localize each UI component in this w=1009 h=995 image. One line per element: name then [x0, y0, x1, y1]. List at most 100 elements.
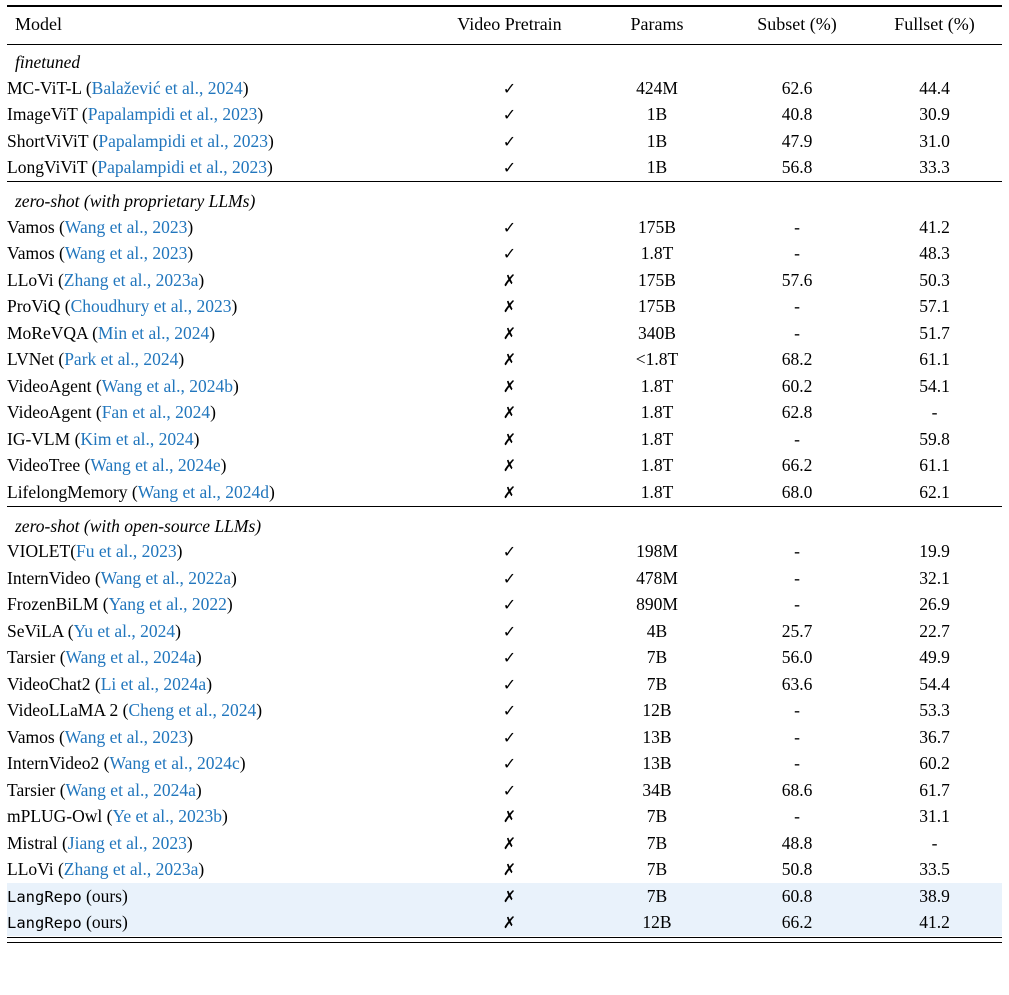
check-icon: ✓: [502, 244, 517, 264]
citation-link[interactable]: Wang et al., 2024a: [65, 647, 196, 668]
table-header: Model Video Pretrain Params Subset (%) F…: [7, 5, 1002, 45]
subset-cell: -: [794, 594, 800, 615]
model-cell: SeViLA (Yu et al., 2024): [7, 620, 181, 641]
citation-link[interactable]: Wang et al., 2024c: [109, 753, 240, 774]
citation-link[interactable]: Wang et al., 2023: [64, 726, 188, 747]
check-icon: ✓: [502, 701, 517, 721]
check-icon: ✓: [502, 158, 517, 178]
table-row: VideoChat2 (Li et al., 2024a) ✓ 7B 63.6 54.4: [7, 671, 1002, 698]
model-name: mPLUG-Owl: [7, 806, 103, 827]
params-cell: 1B: [646, 157, 668, 178]
citation-link[interactable]: Park et al., 2024: [64, 349, 179, 370]
table-row: Tarsier (Wang et al., 2024a) ✓ 34B 68.6 61.7: [7, 777, 1002, 804]
subset-cell: 56.8: [781, 157, 813, 178]
citation-link[interactable]: Balažević et al., 2024: [91, 77, 243, 98]
subset-cell: 56.0: [781, 647, 813, 668]
model-name: LVNet: [7, 349, 54, 370]
citation-link[interactable]: Wang et al., 2023: [64, 243, 188, 264]
citation-link[interactable]: Yu et al., 2024: [73, 620, 176, 641]
citation-link[interactable]: Choudhury et al., 2023: [70, 296, 232, 317]
params-cell: 1.8T: [640, 455, 674, 476]
citation-link[interactable]: Wang et al., 2022a: [100, 567, 232, 588]
fullset-cell: 36.7: [919, 726, 950, 747]
model-cell: ShortViViT (Papalampidi et al., 2023): [7, 130, 274, 151]
subset-cell: 63.6: [781, 673, 813, 694]
cross-icon: ✗: [502, 456, 517, 476]
params-cell: 7B: [587, 883, 727, 910]
model-cell: MC-ViT-L (Balažević et al., 2024): [7, 77, 249, 98]
model-cell: InternVideo (Wang et al., 2022a): [7, 567, 237, 588]
citation-link[interactable]: Wang et al., 2024b: [101, 375, 233, 396]
fullset-cell: 54.1: [919, 375, 950, 396]
table-row: VideoAgent (Wang et al., 2024b) ✗ 1.8T 60.2…: [7, 373, 1002, 400]
params-cell: 13B: [642, 726, 672, 747]
check-icon: ✓: [502, 568, 517, 588]
citation-link[interactable]: Fan et al., 2024: [101, 402, 211, 423]
table-row: LongViViT (Papalampidi et al., 2023) ✓ 1B 5…: [7, 155, 1002, 182]
citation-link[interactable]: Ye et al., 2023b: [112, 806, 223, 827]
column-header-fullset: Fullset (%): [867, 5, 1002, 45]
subset-cell: 48.8: [781, 832, 813, 853]
model-cell: Vamos (Wang et al., 2023): [7, 243, 194, 264]
section-label: zero-shot (with proprietary LLMs): [7, 181, 1002, 214]
model-cell: VIOLET(Fu et al., 2023): [7, 541, 183, 562]
table-row: LVNet (Park et al., 2024) ✗ <1.8T 68.2 61.1: [7, 347, 1002, 374]
params-cell: 4B: [646, 620, 668, 641]
fullset-cell: 31.1: [919, 806, 950, 827]
fullset-cell: 48.3: [919, 243, 950, 264]
params-cell: 340B: [638, 322, 676, 343]
citation-link[interactable]: Yang et al., 2022: [108, 594, 227, 615]
check-icon: ✓: [502, 648, 517, 668]
table-row: LLoVi (Zhang et al., 2023a) ✗ 7B 50.8 33.5: [7, 857, 1002, 884]
model-name: InternVideo2: [7, 753, 100, 774]
subset-cell: 66.2: [727, 909, 867, 936]
fullset-cell: 33.3: [919, 157, 950, 178]
check-icon: ✓: [502, 542, 517, 562]
citation-link[interactable]: Min et al., 2024: [97, 322, 210, 343]
fullset-cell: 41.2: [867, 909, 1002, 936]
model-name: Vamos: [7, 726, 55, 747]
subset-cell: 68.2: [781, 349, 813, 370]
citation-link[interactable]: Wang et al., 2023: [64, 216, 188, 237]
subset-cell: 25.7: [781, 620, 813, 641]
params-cell: 12B: [587, 909, 727, 936]
model-name: VideoLLaMA 2: [7, 700, 119, 721]
fullset-cell: -: [931, 832, 938, 853]
citation-link[interactable]: Jiang et al., 2023: [67, 832, 187, 853]
params-cell: 1.8T: [640, 243, 674, 264]
model-name: LLoVi: [7, 269, 54, 290]
citation-link[interactable]: Zhang et al., 2023a: [63, 269, 199, 290]
fullset-cell: 53.3: [919, 700, 950, 721]
table-row: LifelongMemory (Wang et al., 2024d) ✗ 1.8T…: [7, 479, 1002, 506]
citation-link[interactable]: Li et al., 2024a: [100, 673, 207, 694]
citation-link[interactable]: Papalampidi et al., 2023: [87, 104, 258, 125]
fullset-cell: 61.7: [919, 779, 950, 800]
params-cell: 175B: [638, 296, 676, 317]
fullset-cell: 19.9: [919, 541, 950, 562]
results-table-container: Model Video Pretrain Params Subset (%) F…: [7, 5, 1002, 943]
citation-link[interactable]: Papalampidi et al., 2023: [97, 157, 268, 178]
table-row: Tarsier (Wang et al., 2024a) ✓ 7B 56.0 49.9: [7, 645, 1002, 672]
subset-cell: 50.8: [781, 859, 813, 880]
citation-link[interactable]: Papalampidi et al., 2023: [98, 130, 269, 151]
subset-cell: 60.2: [781, 375, 813, 396]
params-cell: 7B: [646, 806, 668, 827]
citation-link[interactable]: Wang et al., 2024a: [65, 779, 196, 800]
citation-link[interactable]: Wang et al., 2024d: [137, 481, 270, 502]
cross-icon: ✗: [502, 807, 517, 827]
subset-cell: -: [794, 541, 800, 562]
citation-link[interactable]: Zhang et al., 2023a: [63, 859, 199, 880]
fullset-cell: 30.9: [919, 104, 950, 125]
citation-link[interactable]: Cheng et al., 2024: [128, 700, 257, 721]
fullset-cell: 61.1: [919, 455, 950, 476]
model-name: IG-VLM: [7, 428, 71, 449]
subset-cell: -: [794, 322, 800, 343]
fullset-cell: 59.8: [919, 428, 950, 449]
citation-link[interactable]: Fu et al., 2023: [76, 541, 177, 562]
citation-link[interactable]: Wang et al., 2024e: [90, 455, 221, 476]
model-name: MoReVQA: [7, 322, 88, 343]
cross-icon: ✗: [502, 270, 517, 290]
bottom-rule: [7, 937, 1002, 943]
table-row: IG-VLM (Kim et al., 2024) ✗ 1.8T - 59.8: [7, 426, 1002, 453]
citation-link[interactable]: Kim et al., 2024: [80, 428, 194, 449]
